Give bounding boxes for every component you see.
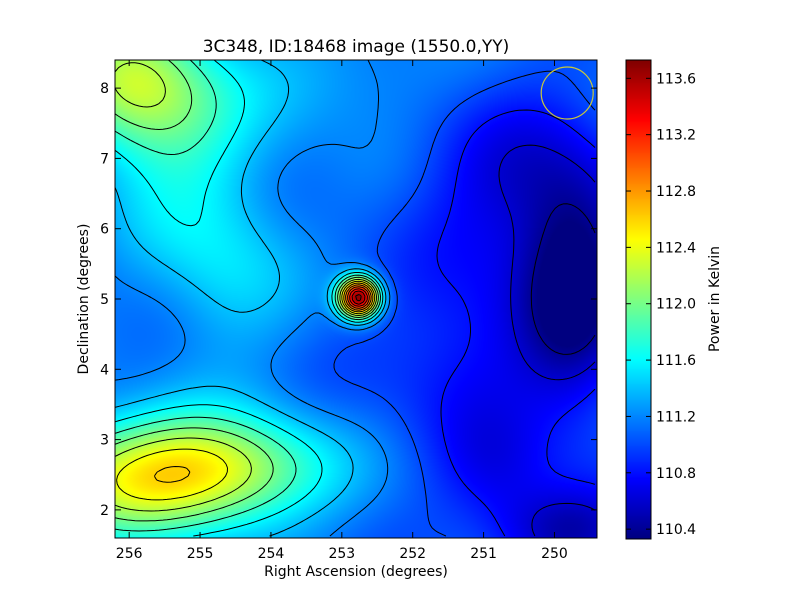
colorbar-gradient xyxy=(626,60,651,539)
colorbar-tick-label: 112.4 xyxy=(656,240,696,256)
x-tick-label: 255 xyxy=(187,546,214,562)
colorbar-tick-label: 112.0 xyxy=(656,297,696,313)
contour-line xyxy=(436,109,596,537)
x-tick-label: 252 xyxy=(399,546,426,562)
colorbar-tick-label: 111.6 xyxy=(656,353,696,369)
colorbar-tick-label: 113.2 xyxy=(656,128,696,144)
x-axis-label: Right Ascension (degrees) xyxy=(264,564,448,580)
y-tick-label: 8 xyxy=(100,81,109,97)
contour-line xyxy=(154,282,374,483)
x-axis: 256 255 254 253 252 251 250 xyxy=(116,60,568,562)
contour-line xyxy=(345,284,372,311)
colorbar-axis: 110.4 110.8 111.2 111.6 112.0 112.4 112.8 113.2… xyxy=(626,71,696,538)
beam-marker xyxy=(540,66,594,120)
colorbar-frame xyxy=(625,59,652,540)
x-tick-label: 254 xyxy=(258,546,285,562)
colorbar-tick-label: 110.4 xyxy=(656,522,696,538)
x-tick-label: 250 xyxy=(541,546,568,562)
contour-line xyxy=(351,290,366,305)
colorbar-tick-label: 111.2 xyxy=(656,409,696,425)
y-tick-label: 2 xyxy=(100,503,109,519)
colorbar xyxy=(626,60,651,539)
contour-line xyxy=(114,59,391,537)
contour-line xyxy=(498,144,596,537)
colorbar-tick-label: 112.8 xyxy=(656,184,696,200)
contour-line xyxy=(116,280,376,501)
contour-line xyxy=(347,286,370,309)
colorbar-label: Power in Kelvin xyxy=(707,246,723,352)
y-axis-label: Declination (degrees) xyxy=(76,224,92,375)
y-axis: 2 3 4 5 6 7 8 xyxy=(100,81,597,519)
y-tick-label: 5 xyxy=(100,292,109,308)
x-tick-label: 256 xyxy=(116,546,143,562)
contour-lines xyxy=(114,59,596,537)
contour-line xyxy=(114,62,377,512)
y-tick-label: 7 xyxy=(100,151,109,167)
colorbar-tick-label: 113.6 xyxy=(656,71,696,87)
y-tick-label: 4 xyxy=(100,362,109,378)
contour-line xyxy=(355,294,362,302)
y-tick-label: 3 xyxy=(100,433,109,449)
contour-line xyxy=(530,203,596,355)
colorbar-tick-label: 110.8 xyxy=(656,466,696,482)
x-tick-label: 251 xyxy=(470,546,497,562)
contour-line xyxy=(349,288,368,307)
x-tick-label: 253 xyxy=(328,546,355,562)
chart-title: 3C348, ID:18468 image (1550.0,YY) xyxy=(203,37,510,57)
y-tick-label: 6 xyxy=(100,222,109,238)
